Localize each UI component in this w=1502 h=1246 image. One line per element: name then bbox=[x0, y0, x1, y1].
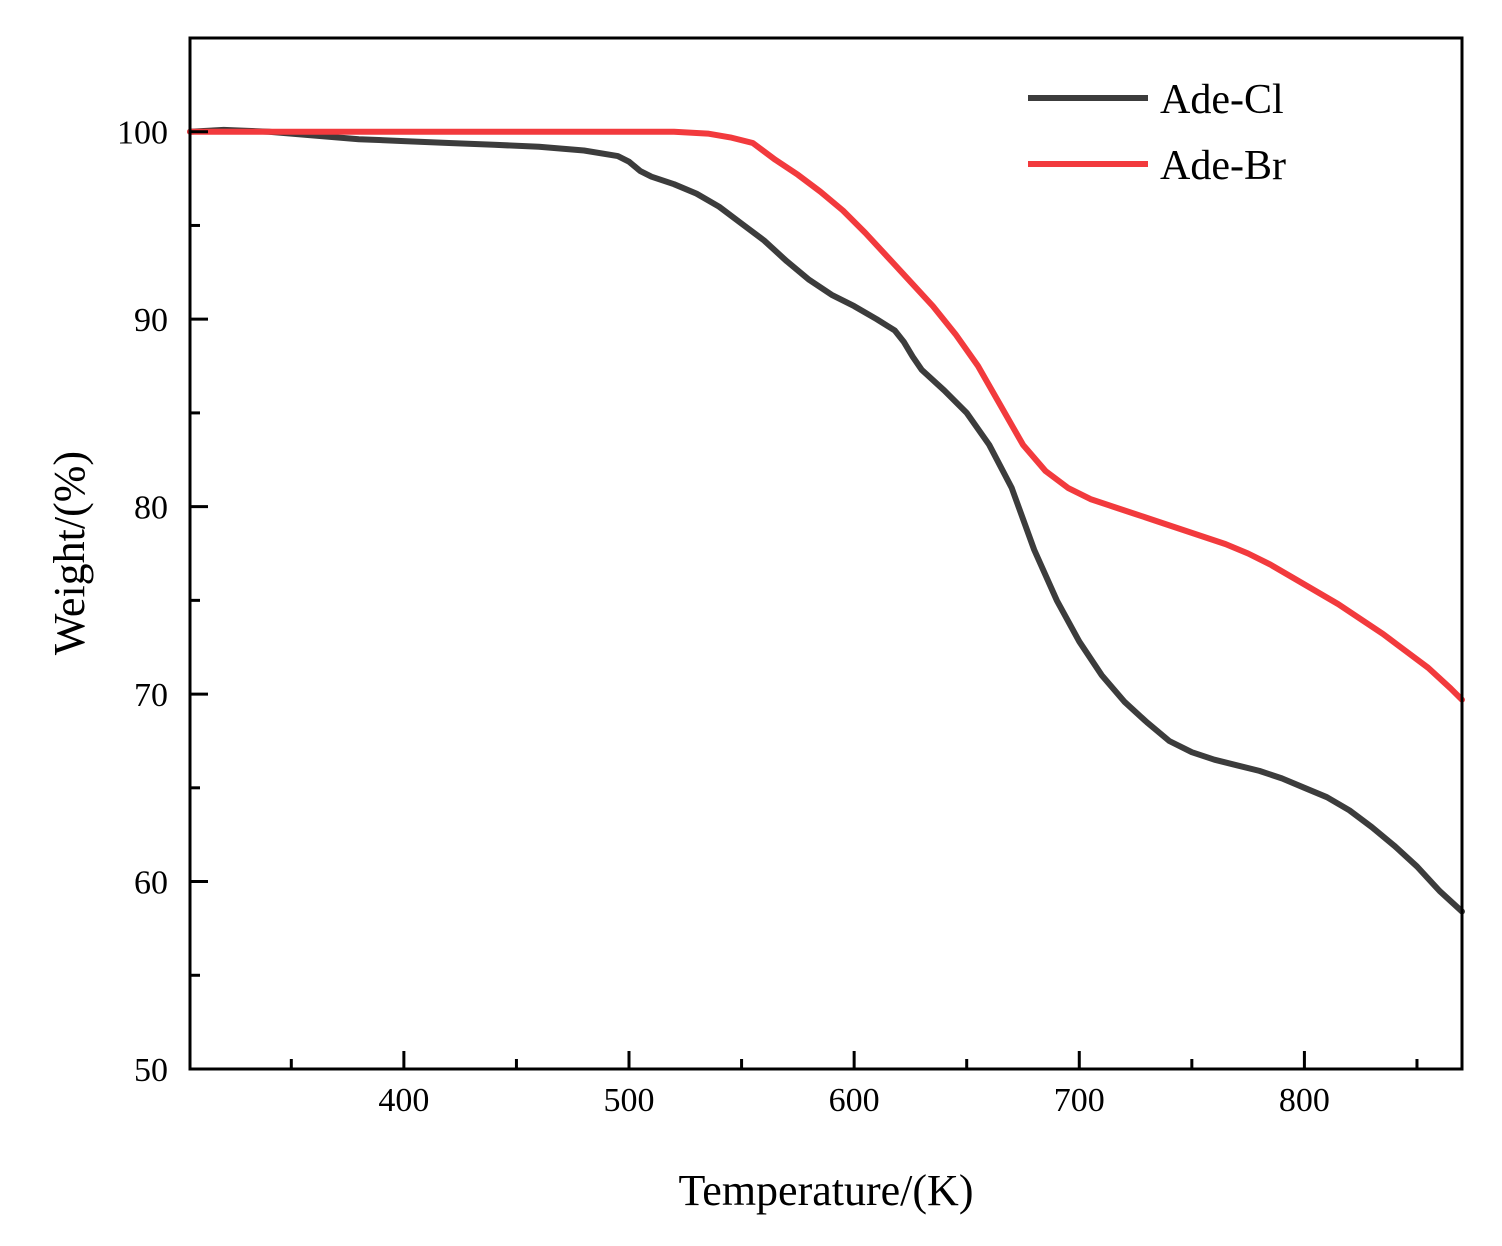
y-tick-label-90: 90 bbox=[134, 302, 168, 339]
x-tick-label-600: 600 bbox=[829, 1082, 880, 1119]
y-tick-label-70: 70 bbox=[134, 677, 168, 714]
y-tick-label-80: 80 bbox=[134, 490, 168, 527]
y-axis-title: Weight/(%) bbox=[45, 451, 94, 655]
legend: Ade-Cl Ade-Br bbox=[1028, 77, 1286, 189]
series-line-ade-br bbox=[187, 128, 1465, 703]
x-tick-label-400: 400 bbox=[378, 1082, 429, 1119]
y-tick-label-60: 60 bbox=[134, 865, 168, 902]
x-tick-label-500: 500 bbox=[604, 1082, 655, 1119]
tick-layer: 400 500 600 700 800 50 60 70 80 90 100 bbox=[117, 115, 1419, 1119]
x-tick-label-700: 700 bbox=[1054, 1082, 1105, 1119]
plot-frame bbox=[188, 36, 1464, 1071]
legend-label-ade-cl: Ade-Cl bbox=[1160, 77, 1284, 123]
series-layer bbox=[187, 126, 1465, 915]
y-tick-label-50: 50 bbox=[134, 1052, 168, 1089]
x-tick-label-800: 800 bbox=[1279, 1082, 1330, 1119]
series-line-ade-cl bbox=[187, 126, 1465, 915]
legend-label-ade-br: Ade-Br bbox=[1160, 143, 1286, 189]
x-axis-title: Temperature/(K) bbox=[679, 1166, 974, 1215]
y-tick-label-100: 100 bbox=[117, 115, 168, 152]
